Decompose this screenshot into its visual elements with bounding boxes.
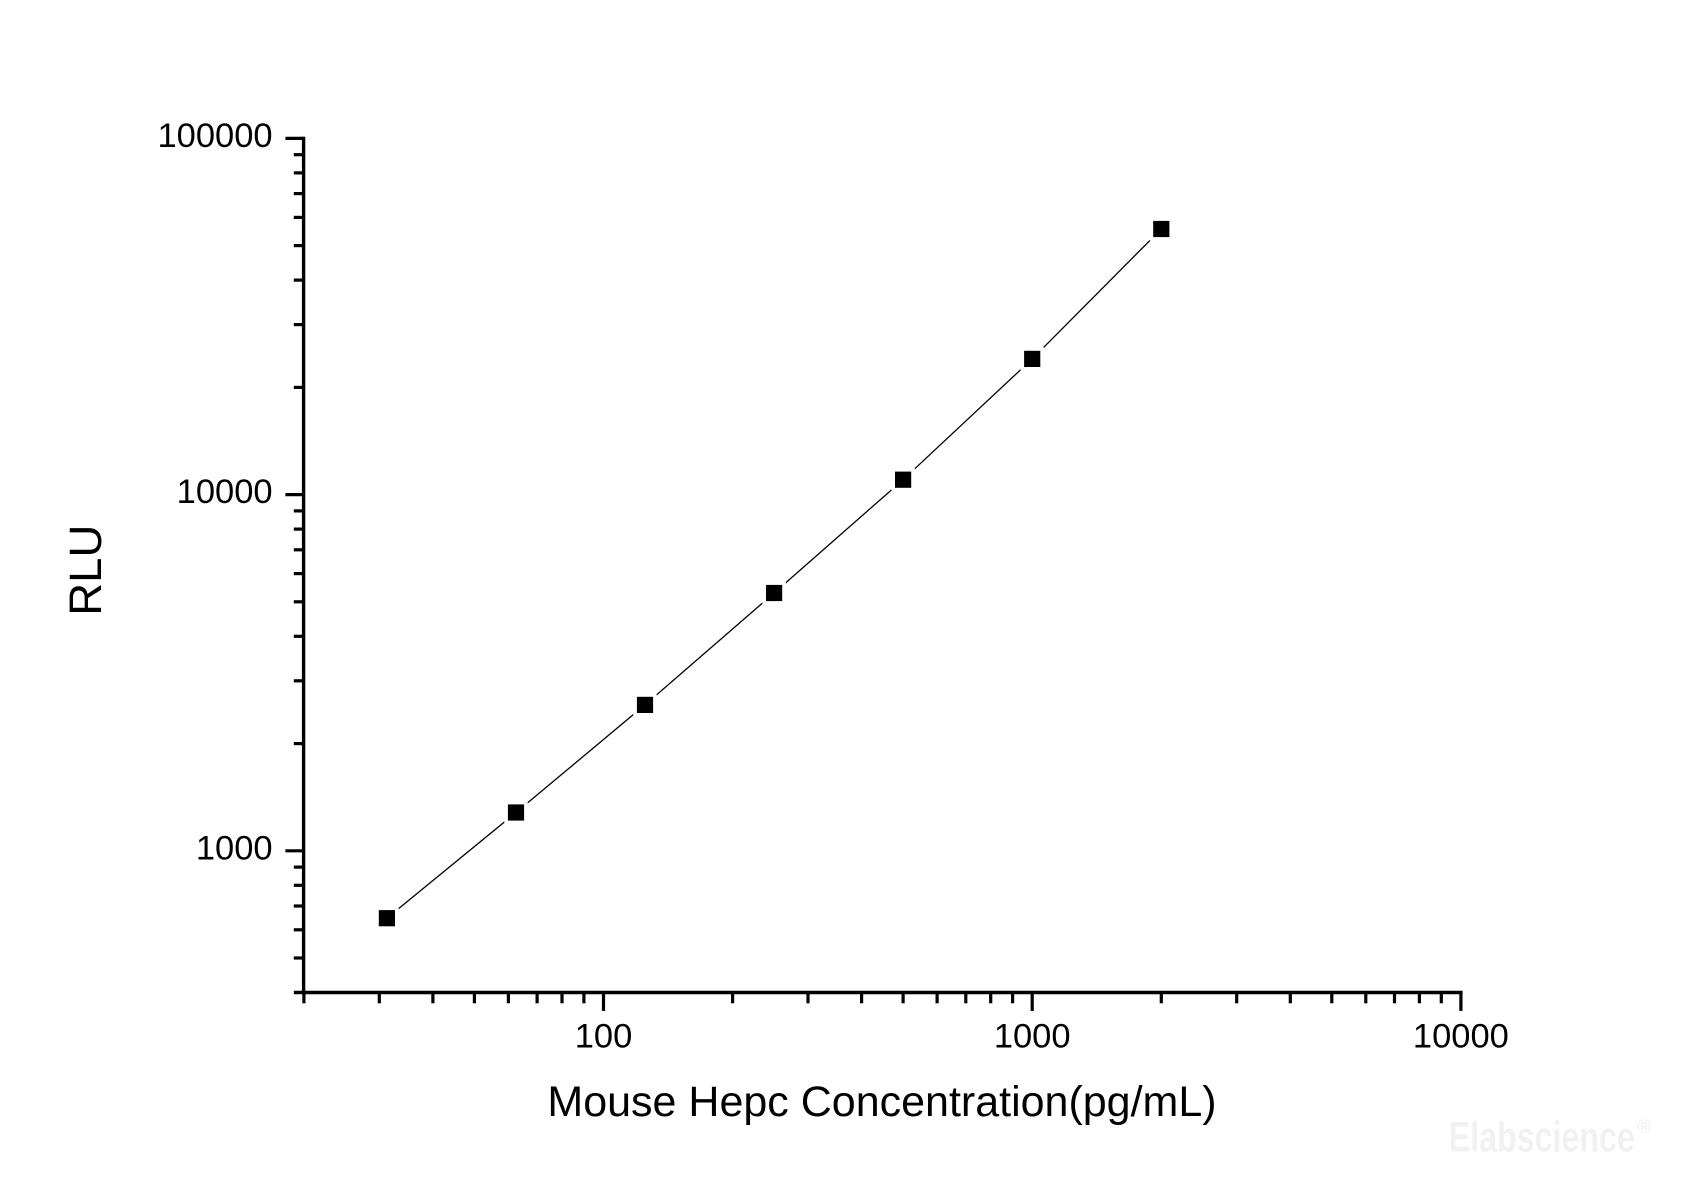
svg-text:10000: 10000 <box>1413 1018 1509 1056</box>
svg-text:RLU: RLU <box>60 525 111 616</box>
svg-text:10000: 10000 <box>177 473 273 511</box>
svg-text:Mouse Hepc Concentration(pg/mL: Mouse Hepc Concentration(pg/mL) <box>547 1078 1216 1126</box>
svg-text:100000: 100000 <box>157 117 272 155</box>
svg-text:1000: 1000 <box>196 829 273 867</box>
svg-text:100: 100 <box>575 1018 633 1056</box>
svg-text:1000: 1000 <box>994 1018 1071 1056</box>
svg-text:®: ® <box>1637 1117 1651 1138</box>
svg-text:Elabscience: Elabscience <box>1449 1114 1635 1161</box>
